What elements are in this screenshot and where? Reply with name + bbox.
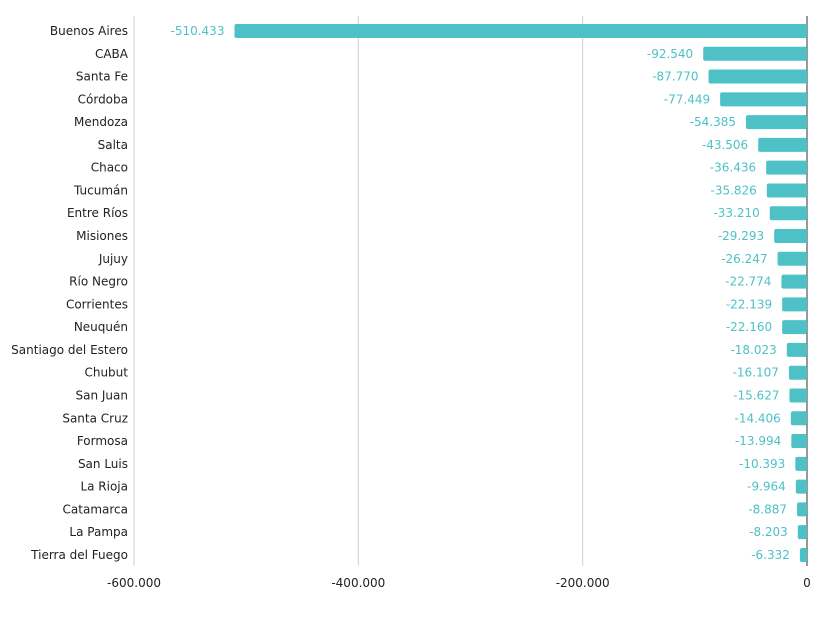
data-label: -8.203 [749, 525, 788, 539]
data-label: -510.433 [171, 24, 225, 38]
data-label: -92.540 [647, 47, 693, 61]
bar [766, 160, 807, 175]
data-label: -22.774 [725, 275, 771, 289]
category-label: Neuquén [74, 320, 128, 334]
data-label: -18.023 [730, 343, 776, 357]
data-label: -22.160 [726, 320, 772, 334]
bar [758, 137, 807, 152]
category-label: Santiago del Estero [11, 343, 128, 357]
bar [797, 525, 807, 540]
data-label: -8.887 [748, 502, 787, 516]
category-label: Buenos Aires [50, 24, 128, 38]
bar [708, 69, 807, 84]
data-label: -15.627 [733, 388, 779, 402]
x-tick-label: -400.000 [331, 576, 385, 590]
category-label: Chubut [84, 366, 128, 380]
gridlines [133, 16, 808, 566]
bar [777, 251, 807, 266]
bar [720, 92, 807, 107]
category-label: La Pampa [69, 525, 128, 539]
data-label: -10.393 [739, 457, 785, 471]
bar [791, 434, 807, 449]
data-label: -6.332 [751, 548, 790, 562]
category-label: Tucumán [73, 183, 128, 197]
bar [774, 229, 807, 244]
bar [782, 297, 807, 312]
value-labels: -510.433 -92.540 -87.770 -77.449 -54.385 -43.… [171, 24, 790, 562]
data-label: -16.107 [733, 366, 779, 380]
category-label: Jujuy [98, 252, 128, 266]
bar [797, 502, 807, 517]
x-tick-label: -200.000 [556, 576, 610, 590]
category-label: Salta [98, 138, 128, 152]
category-label: San Juan [76, 388, 129, 402]
bar [781, 274, 807, 289]
bar [789, 388, 807, 403]
data-label: -36.436 [710, 161, 756, 175]
x-tick-label: 0 [803, 576, 811, 590]
data-label: -22.139 [726, 297, 772, 311]
category-label: Tierra del Fuego [30, 548, 128, 562]
bar [745, 115, 807, 130]
x-tick-label: -600.000 [107, 576, 161, 590]
bar [788, 365, 807, 380]
category-label: Chaco [91, 161, 128, 175]
bar [769, 206, 807, 221]
bar [782, 320, 807, 335]
category-label: San Luis [78, 457, 128, 471]
data-label: -13.994 [735, 434, 781, 448]
data-label: -87.770 [652, 70, 698, 84]
bar [790, 411, 807, 426]
data-label: -29.293 [718, 229, 764, 243]
category-label: Santa Fe [76, 70, 128, 84]
bar [786, 342, 807, 357]
category-label: La Rioja [80, 480, 128, 494]
bar [703, 46, 807, 61]
data-label: -77.449 [664, 92, 710, 106]
data-label: -14.406 [735, 411, 781, 425]
data-label: -35.826 [710, 183, 756, 197]
data-label: -26.247 [721, 252, 767, 266]
x-axis-ticks: -600.000 -400.000 -200.000 0 [107, 576, 811, 590]
category-label: Mendoza [74, 115, 128, 129]
category-label: Catamarca [63, 502, 128, 516]
category-label: Entre Ríos [67, 206, 128, 220]
category-labels: Buenos Aires CABA Santa Fe Córdoba Mendoza Sa… [11, 24, 129, 562]
bar [795, 479, 807, 494]
data-label: -33.210 [713, 206, 759, 220]
category-label: CABA [95, 47, 129, 61]
bar [799, 547, 807, 562]
category-label: Formosa [77, 434, 128, 448]
category-label: Corrientes [66, 297, 128, 311]
data-label: -9.964 [747, 480, 786, 494]
bar [234, 24, 807, 38]
data-label: -54.385 [690, 115, 736, 129]
bars [234, 24, 807, 562]
bar [766, 183, 807, 198]
category-label: Misiones [76, 229, 128, 243]
data-label: -43.506 [702, 138, 748, 152]
category-label: Río Negro [69, 275, 128, 289]
category-label: Santa Cruz [62, 411, 128, 425]
bar [795, 456, 807, 471]
category-label: Córdoba [78, 92, 128, 106]
